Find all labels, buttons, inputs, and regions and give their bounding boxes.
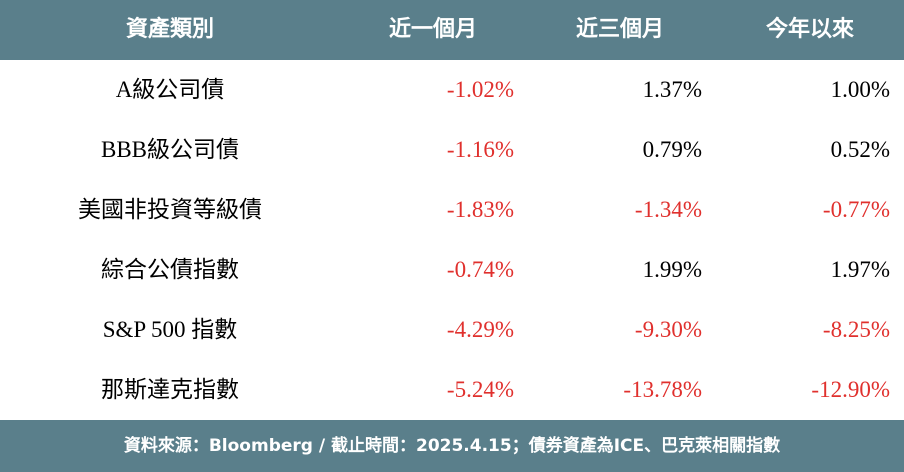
- value-cell: 0.79%: [642, 137, 702, 162]
- header-cell: 近三個月: [575, 17, 664, 42]
- value-cell: -12.90%: [811, 377, 890, 402]
- table-row: A級公司債 -1.02% 1.37% 1.00%: [0, 60, 904, 120]
- value-cell: -13.78%: [623, 377, 702, 402]
- table-row: S&P 500 指數 -4.29% -9.30% -8.25%: [0, 300, 904, 360]
- value-cell: -9.30%: [634, 317, 702, 342]
- value-cell: 1.00%: [830, 77, 890, 102]
- header-cell: 近一個月: [388, 17, 477, 42]
- value-cell: 1.37%: [642, 77, 702, 102]
- value-cell: -1.83%: [446, 197, 514, 222]
- row-label: BBB級公司債: [100, 137, 240, 162]
- row-label: S&P 500 指數: [102, 317, 238, 342]
- value-cell: -1.16%: [446, 137, 514, 162]
- value-cell: -0.74%: [446, 257, 514, 282]
- row-label: 美國非投資等級債: [78, 197, 262, 222]
- footer: 資料來源：Bloomberg / 截止時間：2025.4.15；債券資產為ICE…: [0, 420, 904, 472]
- header-cell: 資產類別: [125, 17, 214, 42]
- value-cell: 1.99%: [642, 257, 702, 282]
- value-cell: -1.02%: [446, 77, 514, 102]
- value-cell: -0.77%: [822, 197, 890, 222]
- value-cell: 0.52%: [830, 137, 890, 162]
- value-cell: 1.97%: [830, 257, 890, 282]
- row-label: A級公司債: [115, 77, 225, 102]
- header-cell: 今年以來: [765, 17, 854, 42]
- value-cell: -8.25%: [822, 317, 890, 342]
- row-label: 那斯達克指數: [101, 377, 239, 402]
- table-row: 綜合公債指數 -0.74% 1.99% 1.97%: [0, 240, 904, 300]
- value-cell: -4.29%: [446, 317, 514, 342]
- value-cell: -5.24%: [446, 377, 514, 402]
- header-row: 資產類別 近一個月 近三個月 今年以來: [0, 0, 904, 60]
- table-row: 美國非投資等級債 -1.83% -1.34% -0.77%: [0, 180, 904, 240]
- table-row: 那斯達克指數 -5.24% -13.78% -12.90%: [0, 360, 904, 420]
- value-cell: -1.34%: [634, 197, 702, 222]
- row-label: 綜合公債指數: [101, 257, 239, 282]
- table-row: BBB級公司債 -1.16% 0.79% 0.52%: [0, 120, 904, 180]
